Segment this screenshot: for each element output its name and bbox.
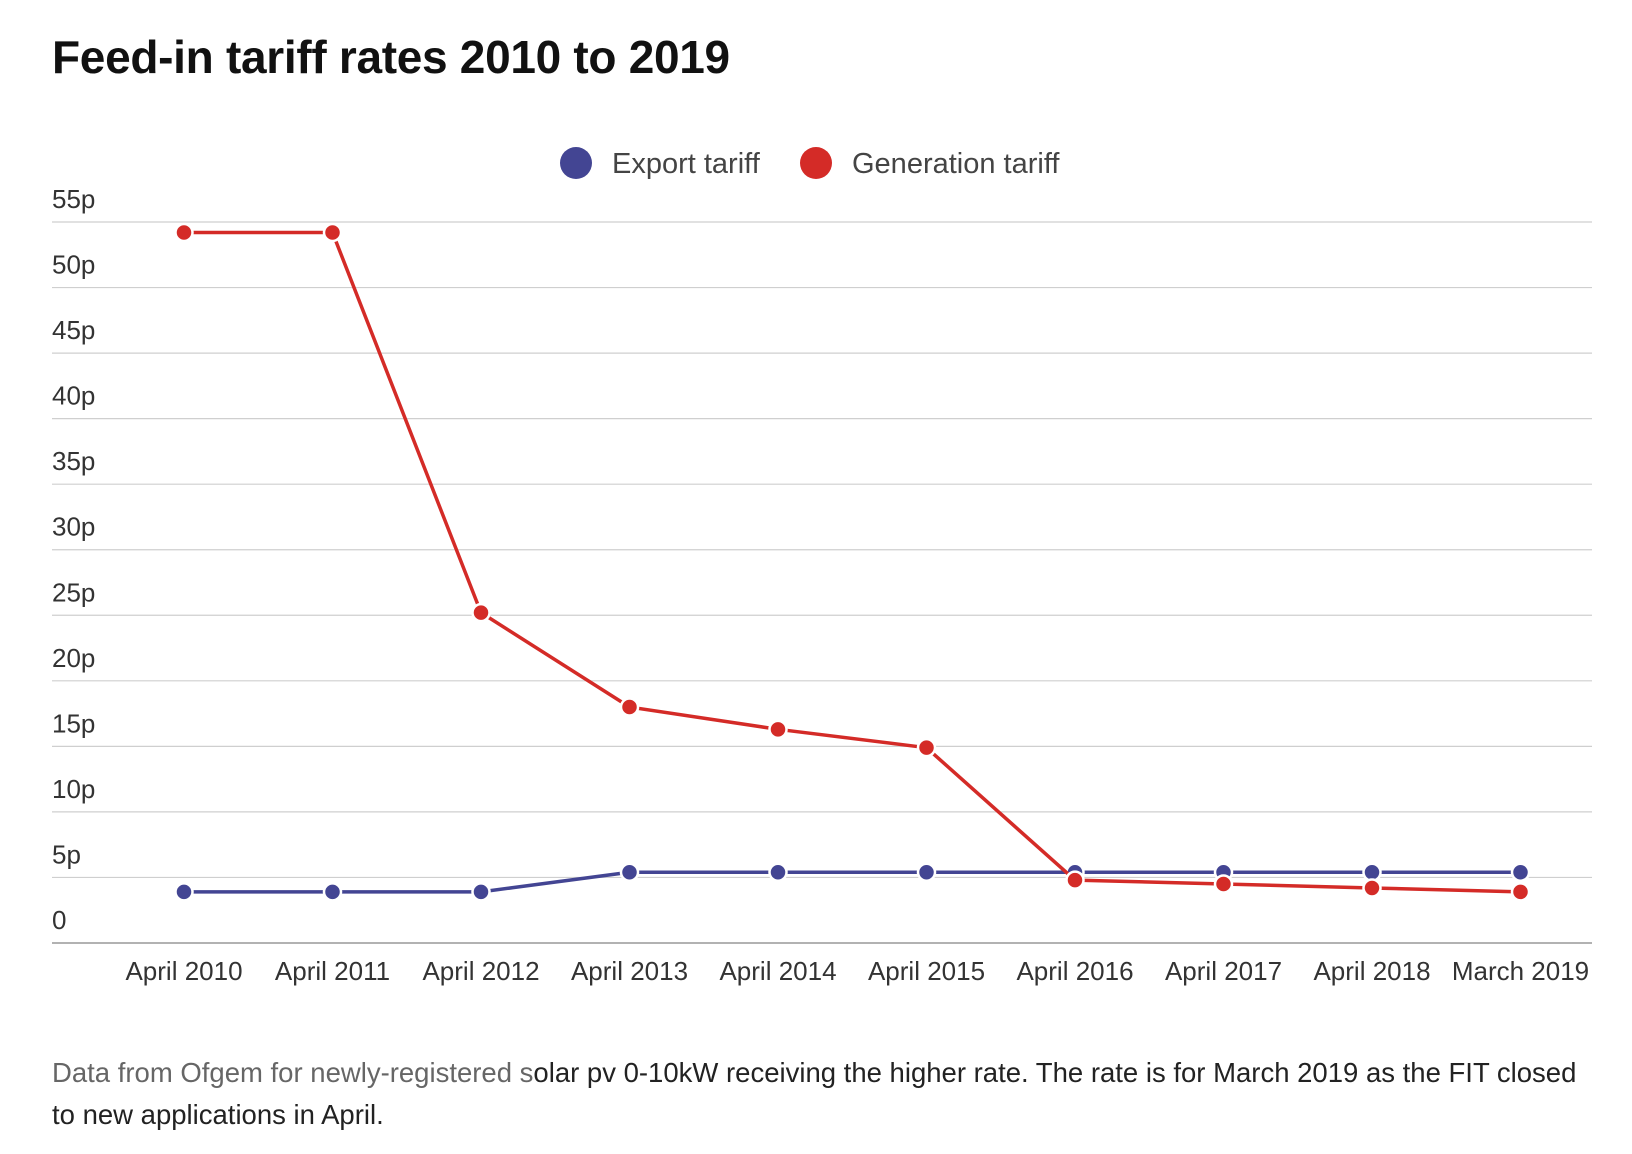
x-tick-label: April 2016 bbox=[1016, 956, 1133, 986]
x-axis: April 2010 April 2011 April 2012 April 2013… bbox=[125, 956, 1589, 986]
y-tick-label: 35p bbox=[52, 446, 95, 476]
x-tick-label: April 2017 bbox=[1165, 956, 1282, 986]
y-tick-label: 45p bbox=[52, 315, 95, 345]
y-tick-label: 55p bbox=[52, 184, 95, 214]
series-line-export-tariff bbox=[184, 870, 1521, 894]
y-axis: 0 5p 10p 15p 20p 25p 30p 35p 40p 45p 50p 55p bbox=[52, 184, 95, 935]
chart-title: Feed-in tariff rates 2010 to 2019 bbox=[52, 31, 730, 83]
y-tick-label: 15p bbox=[52, 708, 95, 738]
y-tick-label: 0 bbox=[52, 905, 66, 935]
caption-source: Data from Ofgem for newly-registered s bbox=[52, 1057, 534, 1088]
data-point-generation-tariff[interactable] bbox=[1510, 882, 1531, 902]
data-point-generation-tariff[interactable] bbox=[322, 222, 343, 243]
data-point-generation-tariff[interactable] bbox=[768, 719, 788, 740]
y-tick-label: 5p bbox=[52, 839, 81, 869]
data-point-export-tariff[interactable] bbox=[768, 862, 788, 882]
caption-note: olar pv 0-10kW receiving the higher rate… bbox=[52, 1057, 1577, 1130]
legend-item-export-tariff[interactable]: Export tariff bbox=[560, 147, 761, 180]
x-tick-label: April 2014 bbox=[719, 956, 836, 986]
y-tick-label: 25p bbox=[52, 577, 95, 607]
legend-marker-generation-tariff bbox=[800, 147, 832, 179]
legend-marker-export-tariff bbox=[560, 147, 592, 179]
chart-caption: Data from Ofgem for newly-registered sol… bbox=[52, 1052, 1592, 1136]
y-tick-label: 30p bbox=[52, 512, 95, 542]
data-point-export-tariff[interactable] bbox=[916, 862, 937, 882]
x-tick-label: April 2013 bbox=[571, 956, 688, 986]
data-point-generation-tariff[interactable] bbox=[1065, 870, 1085, 890]
x-tick-label: April 2012 bbox=[422, 956, 539, 986]
x-tick-label: April 2015 bbox=[868, 956, 985, 986]
data-point-export-tariff[interactable] bbox=[174, 882, 194, 902]
chart-series bbox=[174, 222, 1531, 902]
series-export-tariff bbox=[174, 862, 1531, 902]
chart-grid bbox=[52, 221, 1592, 944]
legend-label-generation-tariff: Generation tariff bbox=[852, 148, 1060, 180]
y-tick-label: 20p bbox=[52, 643, 95, 673]
data-point-generation-tariff[interactable] bbox=[916, 737, 937, 758]
data-point-export-tariff[interactable] bbox=[619, 862, 640, 882]
data-point-generation-tariff[interactable] bbox=[174, 222, 194, 243]
y-tick-label: 10p bbox=[52, 774, 95, 804]
data-point-export-tariff[interactable] bbox=[1362, 862, 1382, 882]
data-point-export-tariff[interactable] bbox=[322, 882, 343, 902]
legend-label-export-tariff: Export tariff bbox=[612, 148, 761, 180]
series-generation-tariff bbox=[174, 222, 1531, 902]
data-point-generation-tariff[interactable] bbox=[619, 697, 640, 717]
y-tick-label: 50p bbox=[52, 250, 95, 280]
x-tick-label: April 2011 bbox=[275, 956, 390, 986]
data-point-export-tariff[interactable] bbox=[471, 882, 491, 902]
series-line-generation-tariff bbox=[184, 230, 1521, 894]
data-point-generation-tariff[interactable] bbox=[471, 602, 491, 623]
data-point-generation-tariff[interactable] bbox=[1213, 874, 1234, 894]
chart-legend: Export tariff Generation tariff bbox=[560, 147, 1060, 180]
legend-item-generation-tariff[interactable]: Generation tariff bbox=[800, 147, 1060, 180]
data-point-export-tariff[interactable] bbox=[1510, 862, 1531, 882]
x-tick-label: April 2010 bbox=[125, 956, 242, 986]
x-tick-label: March 2019 bbox=[1452, 956, 1589, 986]
y-tick-label: 40p bbox=[52, 381, 95, 411]
x-tick-label: April 2018 bbox=[1313, 956, 1430, 986]
data-point-generation-tariff[interactable] bbox=[1362, 878, 1382, 898]
